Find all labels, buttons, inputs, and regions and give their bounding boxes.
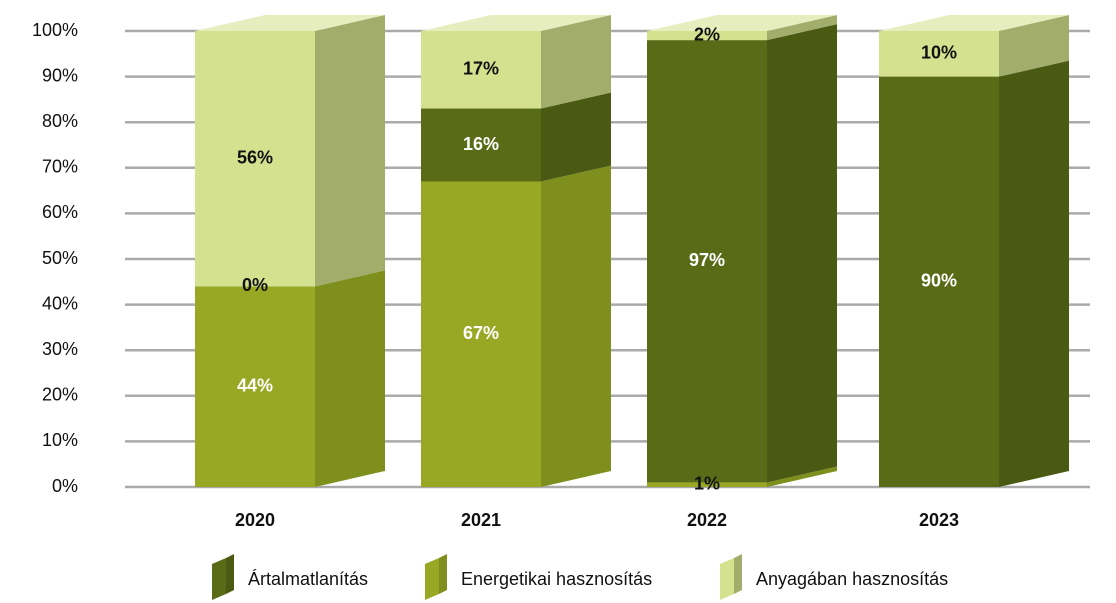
y-tick-label: 70%: [42, 157, 78, 177]
y-tick-label: 50%: [42, 248, 78, 268]
y-tick-label: 30%: [42, 339, 78, 359]
data-label: 67%: [463, 323, 499, 343]
legend-swatch-side: [226, 554, 234, 594]
y-tick-label: 100%: [32, 20, 78, 40]
bar-side: [999, 15, 1069, 77]
bar-top: [647, 15, 837, 31]
legend-swatch-side: [734, 554, 742, 594]
bar-segment: [421, 108, 541, 182]
bar-side: [541, 15, 611, 109]
x-tick-label: 2021: [461, 510, 501, 530]
bar-segment: [421, 181, 541, 488]
bar-segment: [195, 31, 315, 287]
data-label: 1%: [694, 473, 720, 493]
bar-side: [767, 466, 837, 487]
bar-side: [315, 270, 385, 487]
data-label: 97%: [689, 250, 725, 270]
y-tick-label: 40%: [42, 293, 78, 313]
legend-label: Ártalmatlanítás: [248, 569, 368, 589]
bar-segment: [421, 31, 541, 109]
legend-label: Energetikai hasznosítás: [461, 569, 652, 589]
bar-side: [541, 165, 611, 488]
legend-swatch-side: [439, 554, 447, 594]
data-label: 10%: [921, 43, 957, 63]
bar-top: [421, 15, 611, 31]
legend-swatch: [720, 558, 734, 600]
bar-side: [767, 15, 837, 41]
legend-label: Anyagában hasznosítás: [756, 569, 948, 589]
bar-segment: [879, 76, 999, 487]
legend-swatch: [425, 558, 439, 600]
data-label: 16%: [463, 134, 499, 154]
y-tick-label: 80%: [42, 111, 78, 131]
data-label: 2%: [694, 24, 720, 44]
x-tick-label: 2022: [687, 510, 727, 530]
y-tick-label: 10%: [42, 430, 78, 450]
data-label: 90%: [921, 271, 957, 291]
bar-segment: [647, 482, 767, 487]
y-tick-label: 20%: [42, 385, 78, 405]
data-label: 0%: [242, 275, 268, 295]
y-tick-label: 90%: [42, 65, 78, 85]
bar-segment: [647, 31, 767, 41]
data-label: 17%: [463, 59, 499, 79]
bar-side: [999, 60, 1069, 487]
bar-side: [541, 92, 611, 182]
data-label: 44%: [237, 375, 273, 395]
y-tick-label: 60%: [42, 202, 78, 222]
bar-segment: [879, 31, 999, 77]
x-tick-label: 2023: [919, 510, 959, 530]
bar-segment: [195, 286, 315, 487]
data-label: 56%: [237, 147, 273, 167]
legend-swatch: [212, 558, 226, 600]
bar-side: [315, 15, 385, 287]
bar-side: [767, 24, 837, 483]
bar-segment: [647, 40, 767, 483]
y-tick-label: 0%: [52, 476, 78, 496]
x-tick-label: 2020: [235, 510, 275, 530]
bar-top: [195, 15, 385, 31]
bar-top: [879, 15, 1069, 31]
